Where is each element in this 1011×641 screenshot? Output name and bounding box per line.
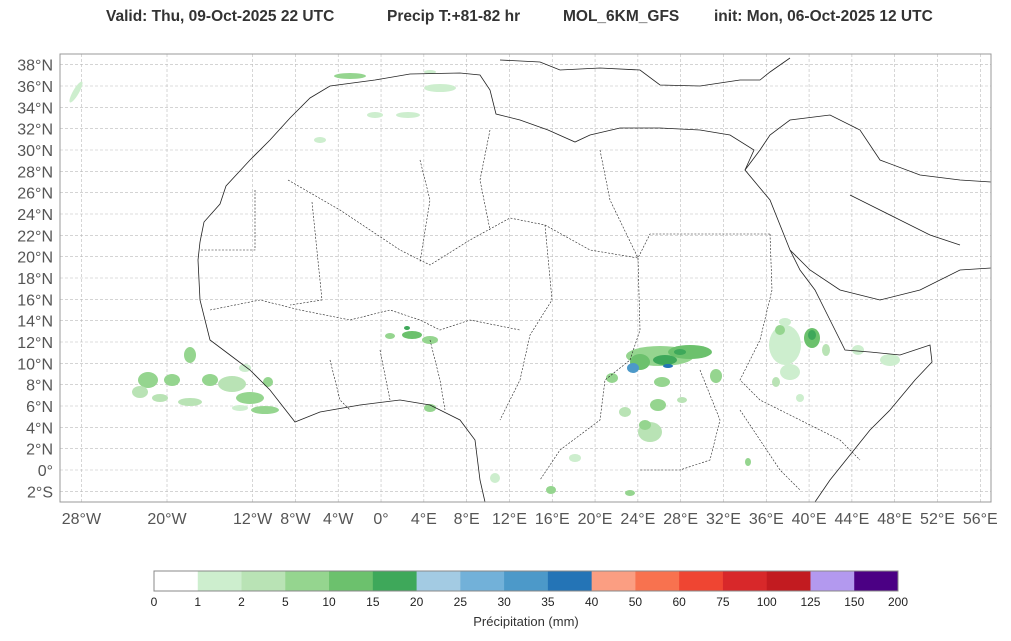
lon-label: 4°E bbox=[411, 511, 437, 528]
lon-label: 20°E bbox=[578, 511, 613, 528]
lat-label: 22°N bbox=[17, 228, 53, 245]
lon-label: 28°W bbox=[62, 511, 102, 528]
lat-label: 18°N bbox=[17, 271, 53, 288]
lat-label: 2°S bbox=[27, 484, 53, 501]
graticule bbox=[60, 54, 991, 502]
lon-label: 32°E bbox=[706, 511, 741, 528]
lon-label: 12°E bbox=[492, 511, 527, 528]
lat-label: 20°N bbox=[17, 250, 53, 267]
longitude-labels: 28°W 20°W 12°W 8°W 4°W 0° 4°E 8°E 12°E 16°E 20°E 24… bbox=[62, 511, 998, 528]
lon-label: 20°W bbox=[147, 511, 187, 528]
lon-label: 40°E bbox=[792, 511, 827, 528]
latitude-labels: 38°N 36°N 34°N 32°N 30°N 28°N 26°N 24°N 22°N 20°N… bbox=[17, 58, 53, 502]
lat-label: 16°N bbox=[17, 292, 53, 309]
lat-label: 28°N bbox=[17, 164, 53, 181]
lon-label: 16°E bbox=[535, 511, 570, 528]
lat-label: 8°N bbox=[26, 378, 53, 395]
lat-label: 24°N bbox=[17, 207, 53, 224]
lon-label: 52°E bbox=[920, 511, 955, 528]
lon-label: 56°E bbox=[963, 511, 998, 528]
product-info: Precip T:+81-82 hr bbox=[387, 8, 521, 25]
lat-label: 34°N bbox=[17, 100, 53, 117]
country-borders bbox=[200, 129, 861, 491]
lon-label: 8°E bbox=[454, 511, 480, 528]
valid-time: Valid: Thu, 09-Oct-2025 22 UTC bbox=[106, 8, 335, 25]
map-frame bbox=[59, 53, 992, 503]
lat-label: 6°N bbox=[26, 399, 53, 416]
coastlines bbox=[197, 57, 991, 502]
lat-label: 12°N bbox=[17, 335, 53, 352]
lon-label: 24°E bbox=[620, 511, 655, 528]
lon-label: 28°E bbox=[663, 511, 698, 528]
lon-label: 44°E bbox=[834, 511, 869, 528]
lon-label: 0° bbox=[373, 511, 388, 528]
lat-label: 2°N bbox=[26, 442, 53, 459]
lat-label: 30°N bbox=[17, 143, 53, 160]
lon-label: 4°W bbox=[323, 511, 354, 528]
lon-label: 36°E bbox=[749, 511, 784, 528]
lat-label: 0° bbox=[38, 463, 53, 480]
model-name: MOL_6KM_GFS bbox=[563, 8, 680, 25]
lat-label: 38°N bbox=[17, 58, 53, 75]
init-time: init: Mon, 06-Oct-2025 12 UTC bbox=[714, 8, 933, 25]
lon-label: 48°E bbox=[877, 511, 912, 528]
lon-label: 12°W bbox=[233, 511, 273, 528]
lat-label: 4°N bbox=[26, 420, 53, 437]
lat-label: 10°N bbox=[17, 356, 53, 373]
map-title: Valid: Thu, 09-Oct-2025 22 UTC Precip T:… bbox=[0, 6, 1011, 30]
lat-label: 32°N bbox=[17, 122, 53, 139]
lat-label: 14°N bbox=[17, 314, 53, 331]
precipitation-layer bbox=[69, 70, 900, 496]
lat-label: 36°N bbox=[17, 79, 53, 96]
lon-label: 8°W bbox=[280, 511, 311, 528]
lat-label: 26°N bbox=[17, 186, 53, 203]
